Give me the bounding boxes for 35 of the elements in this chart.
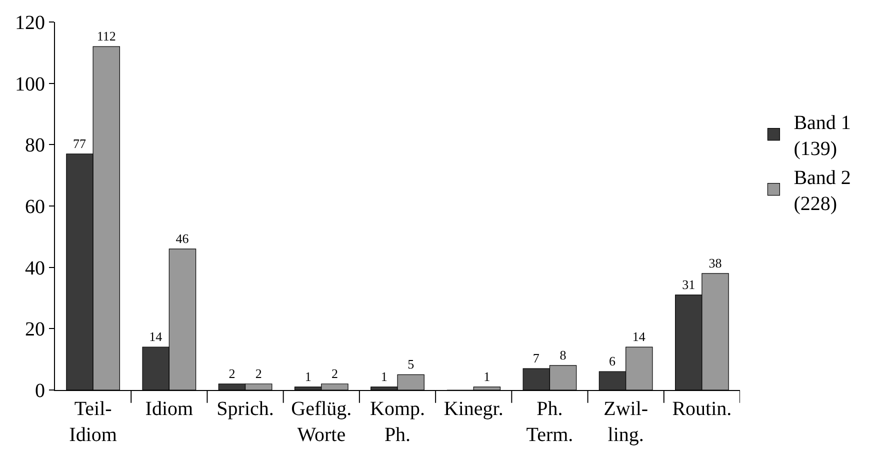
data-label: 6 (609, 354, 616, 369)
data-label: 112 (96, 28, 116, 44)
legend-label: Band 2 (228) (794, 167, 851, 216)
x-tick-label: Ph. Term. (526, 398, 574, 446)
data-label: 7 (532, 350, 540, 366)
x-tick-label: Kinegr. (444, 398, 504, 420)
x-tick-label: Zwil- ling. (604, 398, 648, 446)
data-label: 14 (149, 329, 163, 344)
data-label: 31 (682, 276, 696, 292)
data-label: 5 (408, 356, 414, 372)
data-label: 38 (708, 255, 722, 270)
y-tick-label: 100 (15, 73, 45, 96)
x-tick-label: Geflüg. Worte (291, 398, 352, 446)
data-label: 46 (176, 230, 190, 246)
data-label: 8 (560, 347, 566, 362)
data-label: 2 (331, 366, 338, 381)
x-tick-label: Routin. (672, 398, 732, 420)
legend-label: Band 1 (139) (794, 112, 851, 160)
y-tick-label: 40 (25, 257, 45, 280)
y-tick-label: 20 (25, 318, 45, 341)
y-tick-label: 80 (25, 134, 45, 157)
data-label: 14 (632, 329, 646, 344)
data-label: 2 (228, 366, 236, 381)
y-tick-label: 120 (15, 12, 45, 34)
data-label: 1 (484, 368, 490, 384)
x-tick-label: Sprich. (216, 398, 274, 420)
data-label: 2 (255, 366, 262, 381)
data-label: 1 (304, 368, 312, 384)
y-tick-label: 0 (35, 380, 45, 402)
y-tick-label: 60 (25, 196, 45, 218)
x-tick-label: Teil- Idiom (69, 398, 118, 446)
data-label: 1 (380, 368, 388, 384)
data-label: 77 (72, 136, 86, 151)
x-tick-label: Komp. Ph. (370, 398, 425, 446)
x-tick-label: Idiom (145, 398, 194, 420)
